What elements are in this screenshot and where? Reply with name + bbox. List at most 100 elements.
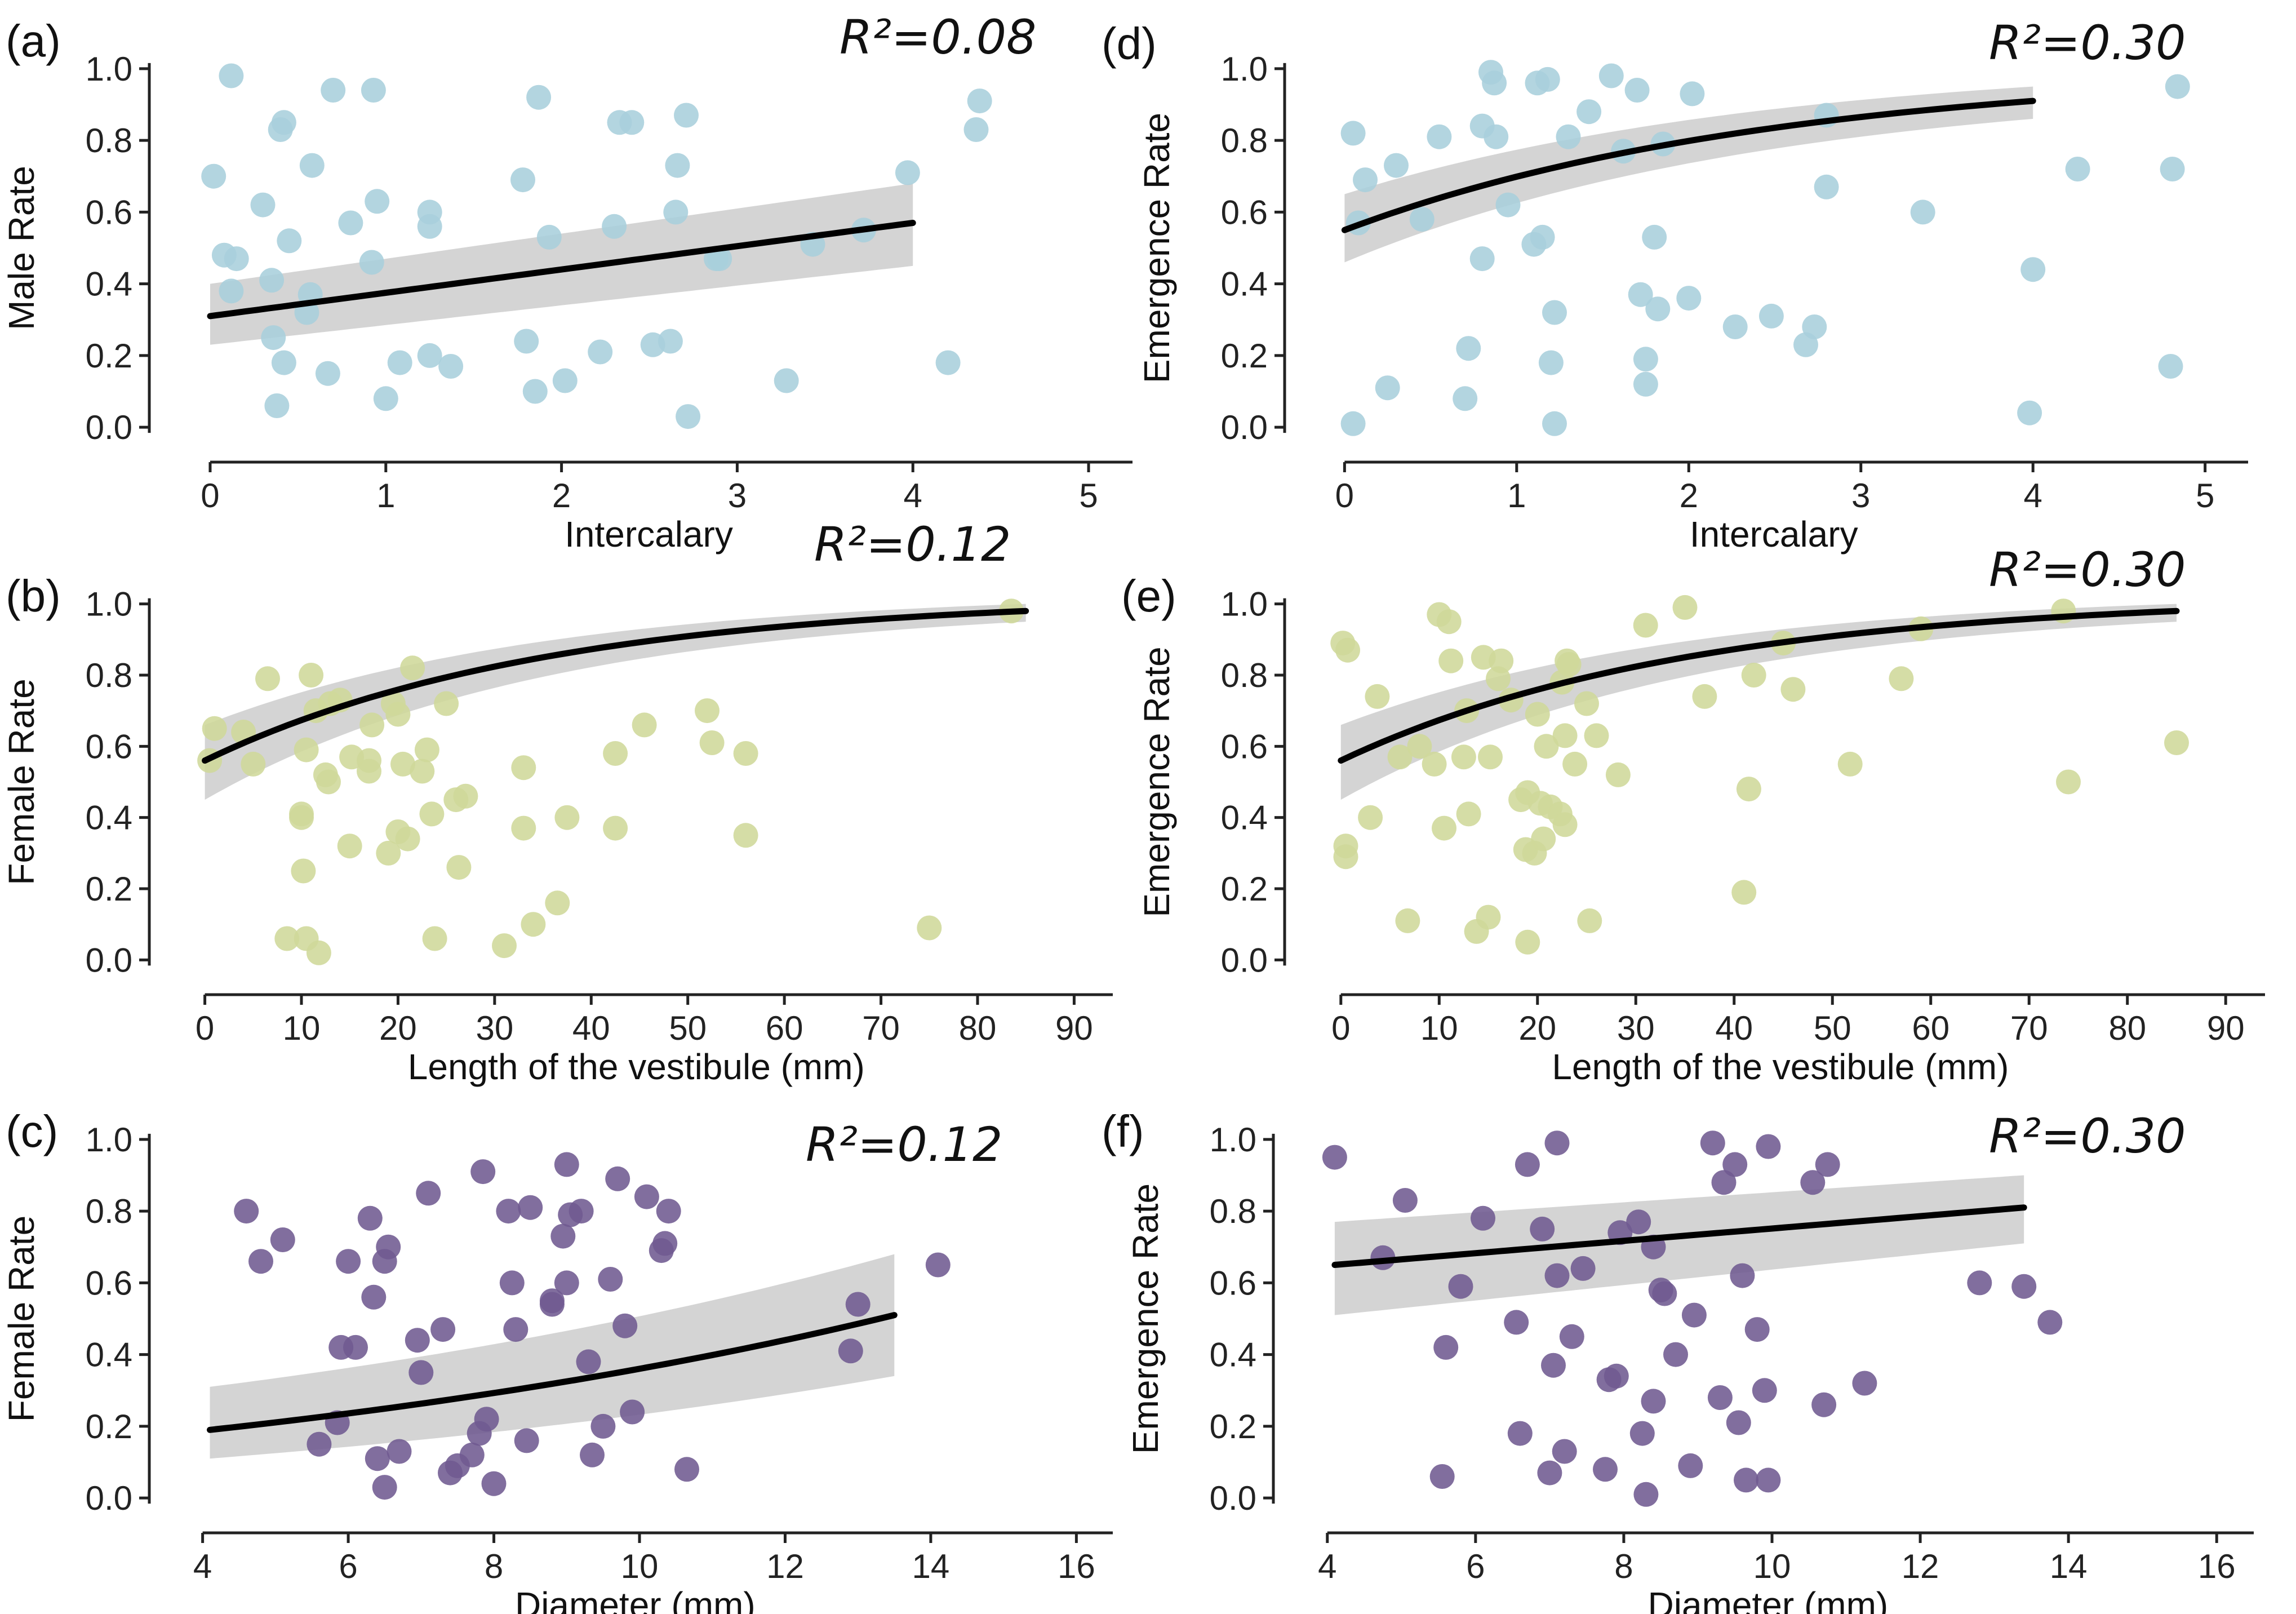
data-point <box>1525 702 1550 727</box>
data-point <box>1534 734 1559 759</box>
y-tick-label: 1.0 <box>86 50 132 88</box>
data-point <box>499 1270 525 1296</box>
data-point <box>580 1442 605 1467</box>
data-point <box>1663 1342 1688 1367</box>
data-point <box>2020 257 2046 282</box>
data-point <box>1542 411 1567 436</box>
data-point <box>554 1270 579 1296</box>
data-point <box>1736 777 1761 802</box>
data-point <box>603 815 628 841</box>
data-point <box>2011 1274 2037 1299</box>
data-point <box>2164 730 2189 755</box>
x-tick-label: 14 <box>2050 1548 2088 1585</box>
y-tick-label: 0.4 <box>1221 265 1268 303</box>
x-tick-label: 8 <box>1614 1548 1633 1585</box>
data-point <box>522 379 548 404</box>
data-point <box>1530 224 1555 250</box>
data-point <box>336 1249 361 1274</box>
data-point <box>453 783 478 809</box>
data-point <box>496 1199 521 1224</box>
x-tick-label: 80 <box>959 1009 997 1047</box>
data-point <box>201 163 227 189</box>
y-tick-label: 0.0 <box>86 409 132 446</box>
data-point <box>1730 1263 1755 1288</box>
y-tick-label: 0.2 <box>86 1408 132 1445</box>
y-tick-label: 0.8 <box>1221 657 1268 694</box>
panel-a: 0 1 2 3 4 5 0.0 0.2 0.4 0.6 0.8 1.0 Intercalary Male … <box>1 10 1133 555</box>
data-point <box>598 1267 623 1292</box>
data-point <box>416 1181 441 1206</box>
data-point <box>376 1234 401 1260</box>
data-point <box>1392 1188 1418 1213</box>
data-point <box>503 1317 529 1342</box>
data-point <box>410 759 435 784</box>
x-tick-label: 16 <box>1058 1548 1095 1585</box>
data-point <box>316 769 341 795</box>
data-point <box>1570 1256 1596 1281</box>
x-tick-label: 4 <box>1318 1548 1336 1585</box>
data-point <box>511 815 536 841</box>
data-point <box>1681 1302 1707 1328</box>
data-point <box>1448 1274 1473 1299</box>
data-point <box>1641 1389 1666 1414</box>
data-point <box>1484 124 1509 149</box>
data-point <box>1633 371 1658 397</box>
data-point <box>895 160 920 185</box>
y-tick-label: 1.0 <box>1221 50 1268 88</box>
data-point <box>1515 929 1540 955</box>
data-point <box>1605 762 1631 787</box>
x-tick-label: 0 <box>1335 477 1354 515</box>
data-point <box>1451 744 1476 770</box>
data-point <box>1707 1385 1733 1410</box>
data-point <box>315 361 340 386</box>
x-tick-label: 40 <box>572 1009 610 1047</box>
data-point <box>1604 1363 1629 1389</box>
data-point <box>1530 1216 1555 1241</box>
data-point <box>1335 637 1360 663</box>
panel-label-b: (b) <box>6 571 61 621</box>
data-point <box>665 153 690 178</box>
data-point <box>619 110 645 135</box>
data-point <box>376 840 401 866</box>
data-point <box>539 1288 565 1314</box>
y-tick-label: 0.8 <box>1221 122 1268 159</box>
x-tick-label: 50 <box>669 1009 707 1047</box>
data-point <box>1482 70 1507 96</box>
data-point <box>1537 1460 1562 1486</box>
data-point <box>219 278 244 304</box>
data-point <box>2037 1310 2063 1335</box>
data-point <box>536 224 562 250</box>
data-point <box>1432 815 1456 841</box>
data-point <box>481 1471 507 1496</box>
data-point <box>1436 609 1462 635</box>
data-point <box>241 751 266 777</box>
data-point <box>838 1338 863 1364</box>
data-point <box>1645 296 1671 322</box>
x-tick-label: 80 <box>2108 1009 2146 1047</box>
data-point <box>470 1159 496 1185</box>
data-point <box>365 1446 390 1471</box>
data-point <box>845 1292 871 1317</box>
data-point <box>1758 303 1784 329</box>
data-point <box>674 103 699 128</box>
points-d <box>1340 60 2190 436</box>
data-point <box>271 350 296 375</box>
y-axis-title: Female Rate <box>1 1216 42 1422</box>
x-tick-label: 5 <box>2196 477 2214 515</box>
data-point <box>1429 1464 1455 1489</box>
data-point <box>652 1231 678 1256</box>
data-point <box>1577 908 1602 933</box>
data-point <box>417 343 442 368</box>
x-tick-label: 70 <box>862 1009 900 1047</box>
r-squared-label-b: R²=0.12 <box>814 517 1011 572</box>
data-point <box>1814 174 1839 199</box>
data-point <box>224 246 249 272</box>
data-point <box>603 741 628 766</box>
x-tick-label: 10 <box>621 1548 659 1585</box>
data-point <box>733 823 758 848</box>
data-point <box>1676 286 1702 311</box>
x-axis-title: Intercalary <box>565 514 733 555</box>
x-tick-label: 0 <box>196 1009 214 1047</box>
x-tick-label: 4 <box>193 1548 212 1585</box>
points-f <box>1322 1130 2063 1507</box>
